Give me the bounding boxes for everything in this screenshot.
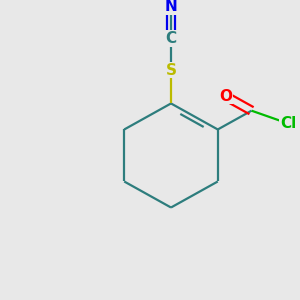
Text: C: C <box>165 31 177 46</box>
Text: Cl: Cl <box>280 116 296 131</box>
Text: N: N <box>165 0 177 14</box>
Text: O: O <box>219 89 232 104</box>
Text: S: S <box>166 63 176 78</box>
